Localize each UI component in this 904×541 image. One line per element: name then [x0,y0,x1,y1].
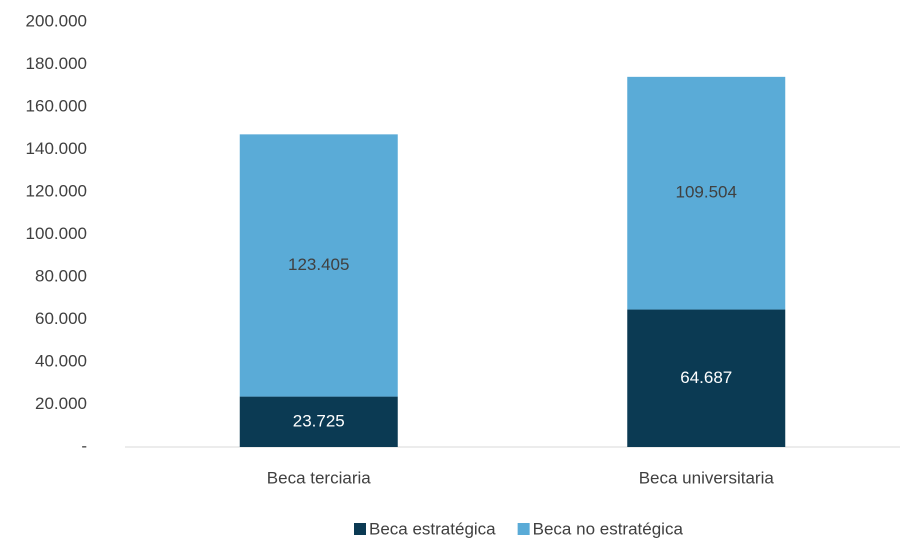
data-label: 123.405 [288,255,349,274]
y-tick-label: - [81,436,87,455]
y-tick-label: 140.000 [26,139,87,158]
y-tick-label: 180.000 [26,54,87,73]
y-tick-label: 60.000 [35,309,87,328]
x-tick-label: Beca terciaria [267,468,371,487]
legend-swatch [517,523,530,535]
bar-segment [239,134,398,397]
y-tick-label: 40.000 [35,351,87,370]
bar-segment [627,309,786,447]
y-tick-label: 20.000 [35,394,87,413]
y-tick-label: 120.000 [26,181,87,200]
y-tick-label: 160.000 [26,96,87,115]
y-tick-label: 100.000 [26,224,87,243]
x-tick-label: Beca universitaria [639,468,775,487]
data-label: 109.504 [676,183,737,202]
bar-segment [627,76,786,310]
data-label: 23.725 [293,411,345,430]
y-tick-label: 80.000 [35,266,87,285]
legend-label: Beca no estratégica [533,519,684,538]
legend-swatch [354,523,366,535]
data-label: 64.687 [680,368,732,387]
y-tick-label: 200.000 [26,11,87,30]
legend-label: Beca estratégica [369,519,496,538]
bar-segment [239,396,398,447]
